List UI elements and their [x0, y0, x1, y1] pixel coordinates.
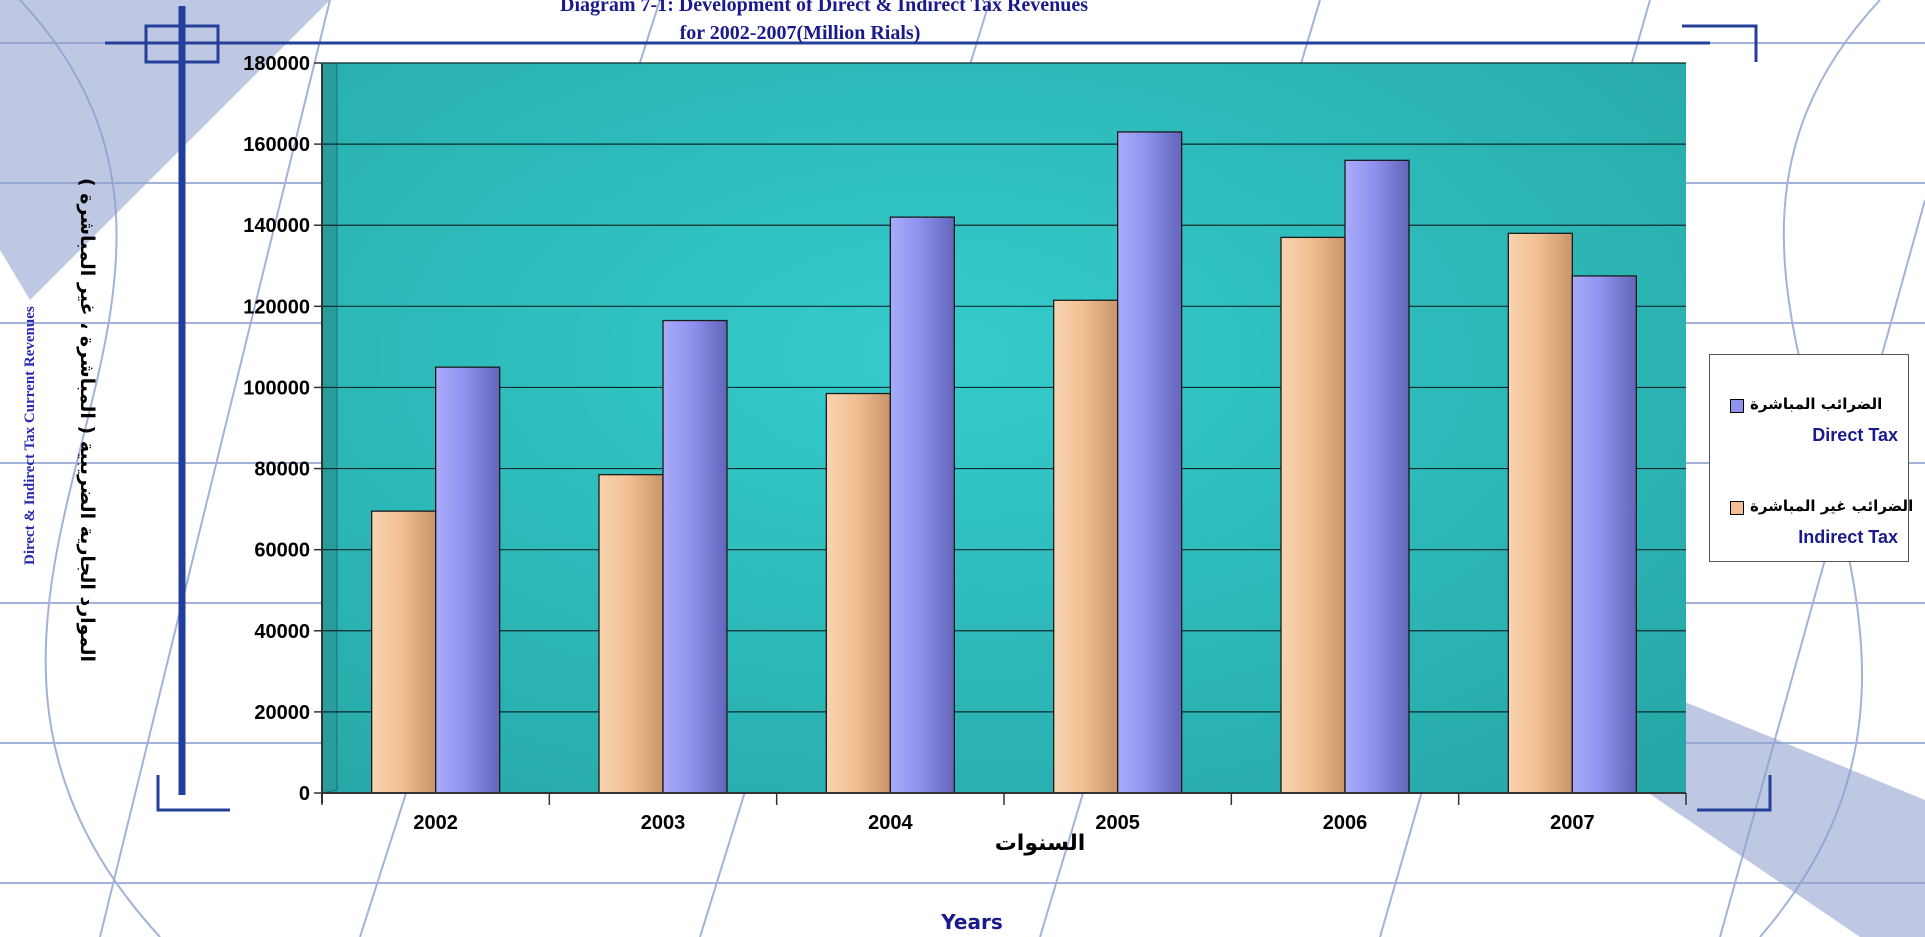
legend-label-direct-arabic: الضرائب المباشرة	[1750, 395, 1883, 413]
y-axis-label: Direct & Indirect Tax Current Revenues	[22, 306, 38, 565]
legend-swatch-direct	[1730, 399, 1744, 413]
y-tick-label: 100000	[243, 377, 310, 399]
y-tick-label: 60000	[254, 540, 310, 562]
bar-indirect-2007	[1507, 232, 1573, 794]
chart-subtitle: for 2002-2007(Million Rials)	[679, 22, 921, 44]
legend-label-indirect: Indirect Tax	[1798, 527, 1898, 547]
chart-title: Diagram 7-1: Development of Direct & Ind…	[560, 0, 1089, 16]
legend-swatch-indirect	[1730, 501, 1744, 515]
bar-indirect-2006	[1280, 236, 1346, 794]
y-tick-label: 160000	[243, 134, 310, 156]
x-tick-label: 2004	[868, 812, 913, 834]
bar-indirect-2002	[371, 510, 437, 794]
bar-direct-2005	[1117, 131, 1183, 794]
bar-indirect-2005	[1053, 299, 1119, 794]
legend-label-indirect-arabic: الضرائب غير المباشرة	[1750, 497, 1914, 515]
y-axis-label-arabic: الموارد الجارية الضريبية ( المباشرة ، غي…	[76, 178, 98, 662]
y-tick-label: 120000	[243, 296, 310, 318]
bar-direct-2002	[435, 366, 501, 794]
legend: الضرائب المباشرة Direct Tax الضرائب غير …	[1709, 354, 1913, 562]
x-tick-label: 2005	[1095, 812, 1140, 834]
bar-indirect-2004	[825, 392, 891, 794]
x-tick-label: 2006	[1323, 812, 1368, 834]
x-tick-label: 2007	[1550, 812, 1595, 834]
y-tick-label: 20000	[254, 702, 310, 724]
y-tick-label: 80000	[254, 459, 310, 481]
bar-direct-2004	[889, 216, 955, 794]
x-axis-label-arabic: السنوات	[994, 831, 1086, 856]
x-tick-label: 2002	[413, 812, 458, 834]
y-tick-label: 180000	[243, 53, 310, 75]
x-tick-label: 2003	[641, 812, 686, 834]
bar-direct-2003	[662, 319, 728, 794]
bar-direct-2007	[1571, 275, 1637, 794]
y-tick-label: 40000	[254, 621, 310, 643]
legend-label-direct: Direct Tax	[1812, 425, 1898, 445]
bar-indirect-2003	[598, 473, 664, 794]
plot-area	[322, 63, 1686, 793]
plot-side-wall	[321, 62, 338, 794]
x-axis-label: Years	[941, 910, 1003, 934]
y-tick-label: 0	[299, 783, 310, 805]
y-tick-label: 140000	[243, 215, 310, 237]
bar-direct-2006	[1344, 159, 1410, 794]
